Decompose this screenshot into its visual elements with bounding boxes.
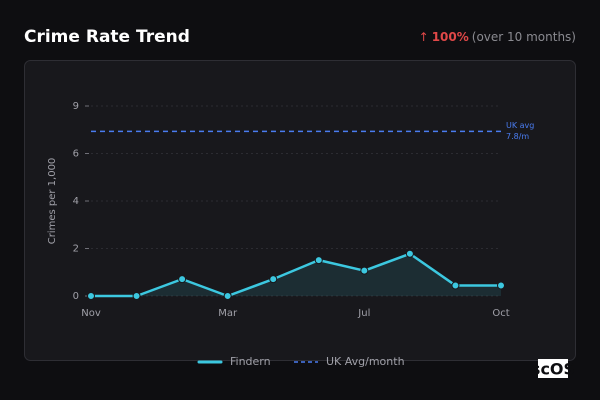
chart-title: Crime Rate Trend: [24, 27, 190, 47]
x-tick-label: Jul: [357, 308, 370, 319]
logo: scOS: [531, 360, 575, 379]
point: [269, 275, 278, 284]
point: [314, 256, 323, 265]
x-tick-label: Nov: [81, 308, 101, 319]
area: [91, 253, 501, 296]
y-tick-label: 6: [73, 149, 79, 160]
point: [132, 292, 141, 300]
reference-label: UK avg: [506, 121, 534, 130]
change-note: (over 10 months): [472, 30, 576, 44]
point: [87, 292, 95, 300]
point: [223, 292, 232, 300]
point: [405, 249, 414, 258]
legend-label: UK Avg/month: [326, 355, 405, 368]
change-summary: ↑ 100% (over 10 months): [419, 30, 576, 44]
point: [451, 281, 460, 290]
change-value: 100%: [432, 30, 469, 44]
y-tick-label: 4: [73, 196, 79, 207]
y-tick-label: 9: [73, 101, 79, 112]
y-axis-label: Crimes per 1,000: [47, 158, 58, 245]
y-tick-label: 0: [73, 291, 79, 302]
point: [497, 281, 505, 290]
series-line: [91, 252, 501, 298]
logo-box: [538, 359, 568, 378]
x-tick-label: Mar: [218, 308, 238, 319]
y-tick-label: 2: [73, 244, 79, 255]
x-tick-label: Oct: [492, 308, 509, 319]
point: [360, 266, 369, 275]
point: [178, 275, 187, 284]
reference-label: 7.8/m: [506, 132, 529, 141]
legend-label: Findern: [230, 355, 271, 368]
change-arrow: ↑: [419, 30, 429, 44]
